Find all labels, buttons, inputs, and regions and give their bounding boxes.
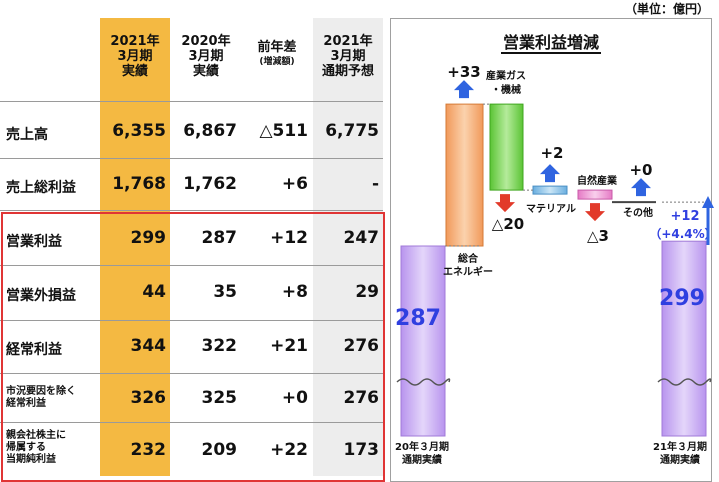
cell-gross-profit-change: +6 [281,174,308,194]
cell-net-income-fy2020: 209 [201,440,238,460]
forecast-column-shade [313,18,383,476]
header-fy2021-actual: 2021年 3月期 実績 [110,34,160,79]
start-bar [400,245,446,437]
cell-sales-change: △511 [259,121,308,141]
nature-category-label: 自然産業 [577,174,618,187]
energy-down-arrow [495,194,515,213]
cell-operating-profit-fy2021: 299 [130,228,167,248]
nature-industry-bar [577,189,613,200]
row-label-gross-profit: 売上総利益 [6,180,76,196]
others-up-arrow [631,178,651,197]
total-change-arrow-head [702,196,714,208]
start-value-label: 287 [395,306,441,331]
cell-ordinary-profit-change: +21 [270,336,308,356]
row-label-non-operating: 営業外損益 [6,288,76,304]
row-label-operating-profit: 営業利益 [6,234,62,250]
others-increase-label: +0 [629,161,652,179]
row-divider [0,320,383,321]
cell-net-income-forecast: 173 [343,440,380,460]
chart-title: 営業利益増減 [500,33,601,54]
cell-net-income-change: +22 [270,440,308,460]
row-divider [0,210,383,211]
energy-increase-bar [445,103,484,247]
row-label-ordinary-ex-market: 市況要因を除く 経常利益 [6,386,76,409]
start-category-label: 通期実績 [402,453,442,466]
cell-sales-forecast: 6,775 [325,121,379,141]
header-fy2020-actual: 2020年 3月期 実績 [181,34,231,79]
row-divider [0,158,383,159]
end-category-label: 通期実績 [660,453,700,466]
cell-ordinary-ex-market-change: +0 [281,388,308,408]
total-change-label: +12 [671,209,700,224]
energy-decrease-label: △20 [492,215,524,233]
cell-gross-profit-fy2021: 1,768 [112,174,166,194]
gas-machinery-bar [489,103,524,191]
materials-down-arrow [585,203,605,222]
row-label-sales: 売上高 [6,127,48,143]
gas-category-label: ・機械 [491,83,521,96]
cell-ordinary-ex-market-fy2021: 326 [130,388,167,408]
others-category-label: その他 [623,206,653,219]
header-fy2021-forecast: 2021年 3月期 通期予想 [321,34,374,79]
highlight-box [1,212,385,482]
energy-category-label: エネルギー [443,265,493,278]
total-change-pct-label: （+4.4%） [649,226,716,241]
axis-break-mark [396,378,451,386]
gas-category-label: 産業ガス [486,69,526,82]
row-divider [0,101,383,102]
cell-non-operating-forecast: 29 [355,282,379,302]
end-value-label: 299 [659,286,705,311]
row-label-net-income: 親会社株主に 帰属する 当期純利益 [6,430,66,465]
cell-gross-profit-forecast: - [371,174,379,194]
materials-up-arrow [540,164,560,183]
cell-operating-profit-forecast: 247 [343,228,380,248]
cell-ordinary-profit-forecast: 276 [343,336,380,356]
cell-net-income-fy2021: 232 [130,440,167,460]
row-divider [0,265,383,266]
cell-operating-profit-change: +12 [270,228,308,248]
cell-sales-fy2021: 6,355 [112,121,166,141]
energy-category-label: 総合 [458,252,479,265]
start-category-label: 20年３月期 [395,440,449,453]
row-divider [0,422,383,423]
cell-gross-profit-fy2020: 1,762 [183,174,237,194]
unit-label: （単位：億円） [624,2,709,16]
materials-decrease-label: △3 [587,227,609,245]
row-divider [0,373,383,374]
cell-non-operating-fy2021: 44 [142,282,166,302]
current-year-column-highlight [100,18,170,476]
cell-ordinary-profit-fy2020: 322 [201,336,238,356]
cell-non-operating-change: +8 [281,282,308,302]
end-bar [661,240,707,437]
row-label-ordinary-profit: 経常利益 [6,342,62,358]
energy-increase-label: +33 [447,63,480,81]
cell-operating-profit-fy2020: 287 [201,228,238,248]
materials-bar [532,185,568,195]
energy-up-arrow [454,80,474,99]
end-category-label: 21年３月期 [653,440,707,453]
header-yoy-change: 前年差 (増減額) [257,40,297,67]
cell-ordinary-profit-fy2021: 344 [130,336,167,356]
axis-break-mark [657,378,712,386]
cell-ordinary-ex-market-forecast: 276 [343,388,380,408]
cell-non-operating-fy2020: 35 [213,282,237,302]
materials-increase-label: +2 [540,144,563,162]
cell-ordinary-ex-market-fy2020: 325 [201,388,238,408]
cell-sales-fy2020: 6,867 [183,121,237,141]
materials-category-label: マテリアル [526,203,576,215]
